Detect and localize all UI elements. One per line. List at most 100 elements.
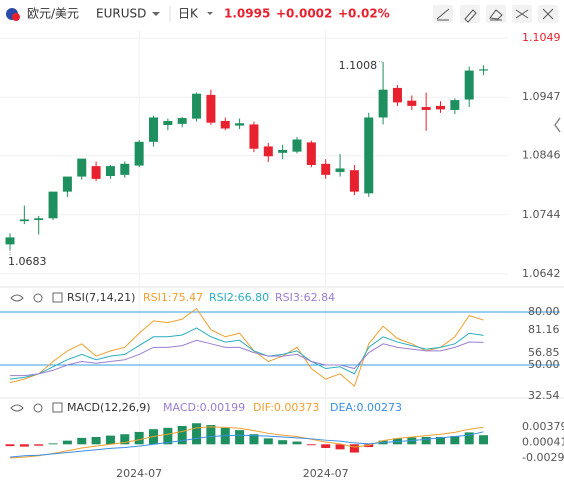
legend-entry: DEA:0.00273: [330, 401, 402, 414]
macd-bar: [19, 444, 29, 447]
icon: [464, 9, 477, 23]
macd-title: MACD(12,26,9): [67, 401, 151, 414]
candle-body: [48, 191, 58, 219]
candle-body: [163, 120, 173, 126]
macd-bar: [464, 432, 474, 445]
macd-bar: [278, 440, 288, 445]
rsi-line: [9, 327, 484, 380]
legend-entry: DIF:0.00373: [253, 401, 319, 414]
candle-body: [378, 89, 388, 118]
macd-bar: [349, 444, 359, 453]
y-tick-label: 32.54: [528, 389, 560, 402]
y-tick-label: 56.85: [528, 346, 560, 359]
change: +0.0002: [276, 7, 332, 21]
candle-body: [220, 120, 230, 129]
y-tick-label: 50.00: [528, 358, 560, 371]
macd-bar: [77, 437, 87, 445]
eye-icon[interactable]: [10, 294, 24, 302]
macd-bar: [120, 434, 130, 445]
candle-body: [19, 219, 29, 222]
candle-body: [34, 218, 44, 221]
legend-entry: RSI1:75.47: [143, 291, 203, 304]
candle-body: [120, 163, 130, 175]
macd-bar: [34, 444, 44, 446]
symbol: EURUSD: [96, 7, 146, 21]
dropdown[interactable]: [152, 12, 160, 16]
macd-bar: [62, 440, 72, 445]
legend-entry: MACD:0.00199: [163, 401, 245, 414]
y-tick-label: 1.0947: [522, 90, 561, 103]
legend-entry: RSI3:62.84: [275, 291, 335, 304]
candle-body: [177, 118, 187, 124]
macd-bar: [235, 430, 245, 445]
candle-body: [91, 166, 101, 179]
candle-body: [335, 168, 345, 172]
pair: 欧元/美元: [27, 7, 79, 21]
low-annotation: 1.0683: [8, 255, 47, 268]
macd-bar: [335, 444, 345, 450]
candle-body: [62, 176, 72, 192]
macd-bar: [5, 444, 15, 447]
macd-bar: [306, 444, 316, 446]
macd-line: [9, 431, 484, 458]
icon: [436, 8, 450, 21]
candle-body: [5, 237, 15, 245]
toolbar: [433, 5, 558, 23]
settings-icon[interactable]: [33, 293, 43, 303]
macd-bar: [479, 435, 489, 445]
period[interactable]: 日K: [178, 7, 199, 21]
candle-body: [77, 158, 87, 177]
candle-body: [450, 100, 460, 110]
candle-body: [149, 117, 158, 142]
candle-body: [206, 94, 216, 123]
candle-body: [364, 117, 374, 194]
candle-body: [349, 170, 359, 192]
high-annotation: 1.1008: [339, 59, 378, 72]
macd-bar: [206, 425, 216, 445]
y-tick-label: 1.0846: [522, 149, 561, 162]
y-tick-label: 1.0744: [522, 208, 561, 221]
expand-arrow[interactable]: [554, 117, 561, 133]
rsi-line: [10, 339, 484, 377]
macd-line: [9, 426, 484, 459]
checkbox[interactable]: [52, 402, 63, 413]
candle-body: [321, 163, 331, 175]
macd-bar: [48, 443, 58, 445]
y-tick-label: 0.00379: [522, 420, 564, 433]
x-tick-label: 2024-07: [303, 467, 349, 480]
icon: [542, 8, 554, 20]
legend-entry: RSI2:66.80: [209, 291, 269, 304]
rsi-header-icons: [10, 292, 63, 413]
macd-bar: [421, 436, 431, 445]
candle-body: [278, 149, 288, 153]
candle-body: [105, 166, 115, 176]
macd-bar: [105, 435, 115, 445]
y-tick-label: 80.00: [528, 305, 560, 318]
settings-icon[interactable]: [33, 403, 43, 413]
macd-bar: [177, 425, 187, 445]
y-tick-label: 81.16: [528, 323, 560, 336]
candle-body: [464, 70, 474, 100]
candle-body: [392, 87, 402, 103]
macd-bar: [91, 436, 101, 445]
macd-bar: [163, 427, 173, 445]
eye-icon[interactable]: [10, 404, 24, 412]
candle-body: [479, 69, 489, 71]
flag-icon: [12, 13, 20, 21]
candle-body: [134, 141, 144, 166]
candle-body: [421, 107, 431, 110]
candle-body: [407, 100, 417, 106]
y-tick-label: 1.0642: [522, 267, 561, 280]
checkbox[interactable]: [52, 292, 63, 303]
dropdown[interactable]: [207, 12, 213, 15]
macd-bar: [134, 431, 144, 445]
candle-body: [292, 139, 302, 152]
macd-bar: [192, 423, 202, 445]
rsi-title: RSI(7,14,21): [67, 291, 135, 304]
rsi-line: [9, 307, 484, 388]
candle-body: [235, 123, 245, 126]
icon: [515, 9, 529, 19]
macd-bar: [450, 436, 460, 445]
y-tick-label: 1.1049: [522, 31, 561, 44]
